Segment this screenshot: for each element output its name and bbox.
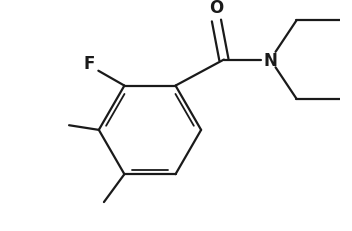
Text: O: O (209, 0, 224, 17)
Text: N: N (263, 51, 277, 69)
Text: F: F (83, 55, 95, 73)
